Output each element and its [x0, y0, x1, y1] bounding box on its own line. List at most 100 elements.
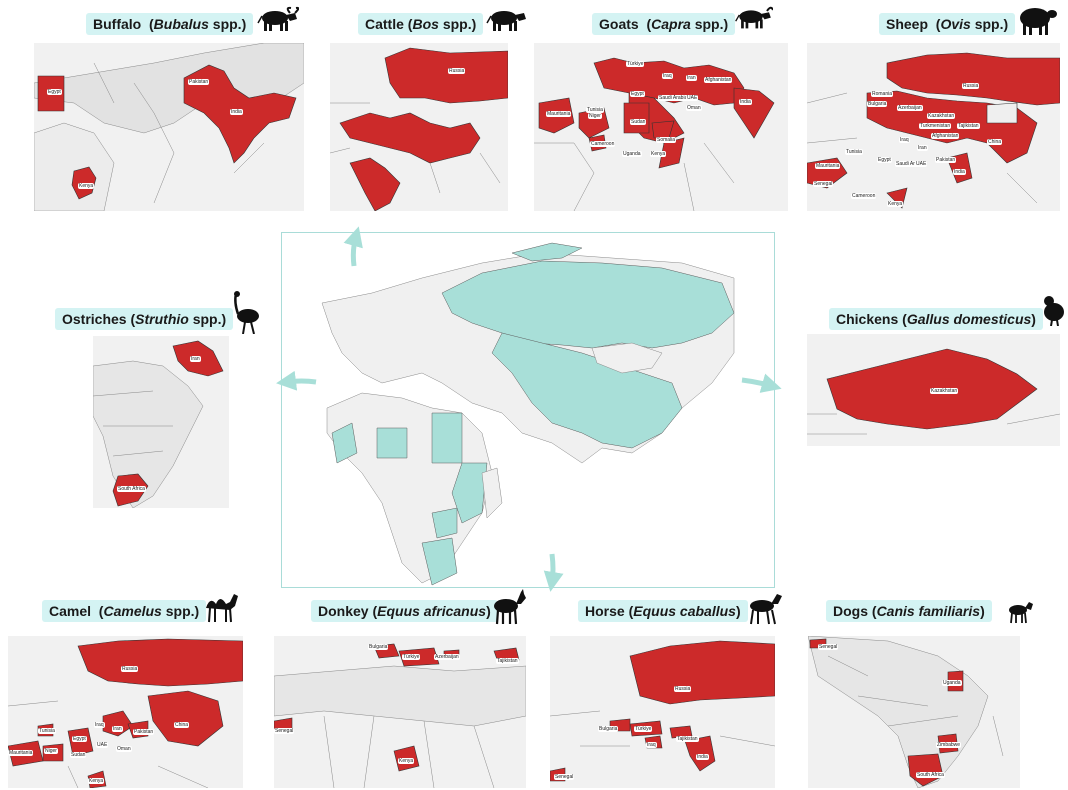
- label-china: China: [174, 722, 190, 728]
- label-afghanistan: Afghanistan: [704, 77, 733, 83]
- chickens-title: Chickens (Gallus domesticus): [829, 308, 1043, 330]
- label-senegal: Senegal: [818, 644, 839, 650]
- label-tajikistan: Tajikistan: [676, 736, 699, 742]
- arrow-right-icon: [741, 373, 782, 393]
- label-senegal: Senegal: [813, 181, 834, 187]
- label-russia: Russia: [962, 83, 980, 89]
- dog-icon: [1009, 602, 1033, 624]
- label-russia: Russia: [121, 666, 139, 672]
- label-iraq: Iraq: [899, 137, 910, 143]
- label-uganda: Uganda: [622, 151, 642, 157]
- camel-map: Russia Tunisia Iraq Iran Egypt Pakistan …: [8, 636, 243, 788]
- buffalo-icon: [257, 6, 299, 32]
- goat-icon: [735, 6, 773, 30]
- label-senegal: Senegal: [274, 728, 295, 734]
- label-kazakhstan: Kazakhstan: [927, 113, 956, 119]
- label-bulgaria: Bulgaria: [368, 644, 389, 650]
- label-kenya: Kenya: [650, 151, 667, 157]
- label-russia: Russia: [448, 68, 466, 74]
- label-pakistan: Pakistan: [935, 157, 957, 163]
- label-china: China: [987, 139, 1003, 145]
- sheep-title: Sheep (Ovis spp.): [879, 13, 1016, 35]
- label-turkiye: Türkiye: [634, 726, 653, 732]
- chicken-icon: [1044, 296, 1064, 326]
- label-mauritania: Mauritania: [8, 750, 34, 756]
- central-eurasia-africa-map: [281, 232, 775, 588]
- arrow-left-icon: [276, 370, 317, 391]
- label-tunisia: Tunisia: [38, 728, 56, 734]
- label-sudan: Sudan: [70, 752, 87, 758]
- ostriches-map: Iran South Africa: [93, 336, 229, 508]
- label-egypt: Egypt: [630, 91, 645, 97]
- horse-map: Russia Bulgaria Türkiye Tajikistan Iraq …: [550, 636, 775, 788]
- label-mauritania: Mauritania: [546, 111, 572, 117]
- label-niger: Niger: [44, 748, 58, 754]
- buffalo-map: Egypt Pakistan India Kenya: [34, 43, 304, 211]
- label-pakistan: Pakistan: [133, 729, 155, 735]
- goats-map: Tunisia Türkiye Iraq Iran Afghanistan Eg…: [534, 43, 788, 211]
- label-egypt: Egypt: [877, 157, 892, 163]
- label-iraq: Iraq: [662, 73, 673, 79]
- cattle-map: Russia: [330, 43, 508, 211]
- label-iran: Iran: [686, 75, 697, 81]
- label-uae: UAE: [686, 95, 699, 101]
- donkey-map: Bulgaria Türkiye Azerbaijan Tajikistan S…: [274, 636, 526, 788]
- label-kenya: Kenya: [887, 201, 904, 207]
- label-egypt: Egypt: [47, 89, 62, 95]
- label-cameroon: Cameroon: [590, 141, 616, 147]
- label-kenya: Kenya: [398, 758, 415, 764]
- label-iraq: Iraq: [646, 742, 657, 748]
- label-bulgaria: Bulgaria: [598, 726, 619, 732]
- label-somalia: Somalia: [656, 137, 677, 143]
- label-uae: UAE: [915, 161, 928, 167]
- label-saudi-arabia: Saudi Arabia: [658, 95, 689, 101]
- camel-title: Camel (Camelus spp.): [42, 600, 207, 622]
- label-turkiye: Türkiye: [626, 61, 645, 67]
- ostriches-title: Ostriches (Struthio spp.): [55, 308, 234, 330]
- dogs-title: Dogs (Canis familiaris): [826, 600, 992, 622]
- label-cameroon: Cameroon: [851, 193, 877, 199]
- buffalo-title: Buffalo (Bubalus spp.): [86, 13, 254, 35]
- label-tajikistan: Tajikistan: [496, 658, 519, 664]
- sheep-map: Russia Romania Kazakhstan Bulgaria Azerb…: [807, 43, 1060, 211]
- label-oman: Oman: [116, 746, 132, 752]
- label-iran: Iran: [917, 145, 928, 151]
- label-russia: Russia: [674, 686, 692, 692]
- label-india: India: [230, 109, 243, 115]
- label-turkmenistan: Turkmenistan: [919, 123, 952, 129]
- donkey-title: Donkey (Equus africanus): [311, 600, 498, 622]
- label-turkiye: Türkiye: [402, 654, 421, 660]
- label-iran: Iran: [112, 726, 123, 732]
- label-india: India: [953, 169, 966, 175]
- label-bulgaria: Bulgaria: [867, 101, 888, 107]
- label-iraq: Iraq: [94, 722, 105, 728]
- label-south-africa: South Africa: [916, 772, 945, 778]
- label-kazakhstan: Kazakhstan: [930, 388, 959, 394]
- label-oman: Oman: [686, 105, 702, 111]
- label-niger: Niger: [588, 113, 602, 119]
- ostrich-icon: [234, 291, 259, 334]
- horse-title: Horse (Equus caballus): [578, 600, 748, 622]
- chickens-map: Kazakhstan: [807, 334, 1060, 446]
- cattle-title: Cattle (Bos spp.): [358, 13, 484, 35]
- arrow-up-icon: [343, 226, 363, 267]
- label-afghanistan: Afghanistan: [931, 133, 960, 139]
- label-south-africa: South Africa: [117, 486, 146, 492]
- label-tunisia: Tunisia: [845, 149, 863, 155]
- cow-icon: [486, 10, 527, 32]
- arrow-down-icon: [543, 553, 564, 592]
- label-senegal: Senegal: [554, 774, 575, 780]
- label-uganda: Uganda: [942, 680, 962, 686]
- label-azerbaijan: Azerbaijan: [434, 654, 460, 660]
- camel-icon: [206, 594, 238, 623]
- label-tajikistan: Tajikistan: [957, 123, 980, 129]
- label-pakistan: Pakistan: [188, 79, 210, 85]
- label-mauritania: Mauritania: [815, 163, 841, 169]
- label-azerbaijan: Azerbaijan: [897, 105, 923, 111]
- label-iran: Iran: [190, 356, 201, 362]
- donkey-icon: [494, 589, 526, 625]
- label-zimbabwe: Zimbabwe: [936, 742, 962, 748]
- label-sudan: Sudan: [630, 119, 647, 125]
- label-uae: UAE: [96, 742, 109, 748]
- label-kenya: Kenya: [78, 183, 95, 189]
